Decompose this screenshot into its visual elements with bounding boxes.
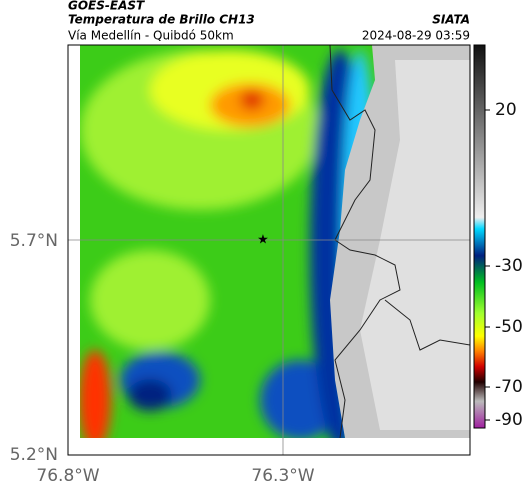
colorbar-label: -90: [495, 410, 523, 430]
location-star: ★: [257, 233, 269, 248]
lat-tick: 5.2°N: [10, 445, 58, 465]
agency: SIATA: [432, 13, 470, 27]
region: Vía Medellín - Quibdó 50km: [68, 29, 234, 43]
datetime: 2024-08-29 03:59: [362, 29, 470, 43]
colorbar-label: -50: [495, 317, 523, 337]
colorbar-label: 20: [495, 100, 517, 120]
source: GOES-EAST: [68, 0, 145, 13]
map-frame: [67, 44, 471, 456]
colorbar-label: -30: [495, 256, 523, 276]
colorbar: [473, 44, 486, 429]
colorbar-label: -70: [495, 377, 523, 397]
brightness-field: [80, 45, 470, 438]
lon-tick: 76.8°W: [36, 466, 99, 486]
lat-tick: 5.7°N: [10, 231, 58, 251]
lon-tick: 76.3°W: [251, 466, 314, 486]
product: Temperatura de Brillo CH13: [68, 13, 255, 27]
